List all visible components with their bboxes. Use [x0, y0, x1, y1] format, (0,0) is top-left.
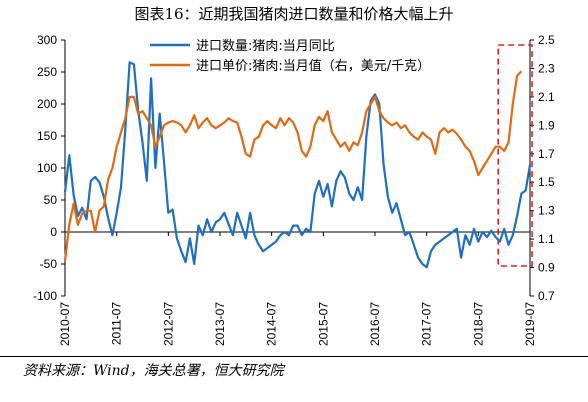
right-tick-label: 2.3 [538, 61, 555, 75]
right-tick-label: 2.5 [538, 33, 555, 47]
right-tick-label: 1.7 [538, 147, 555, 161]
volume-series-line [63, 61, 532, 269]
x-tick-label: 2013-07 [213, 302, 227, 346]
left-tick-label: 0 [50, 225, 57, 239]
left-tick-label: -50 [40, 257, 58, 271]
x-tick-label: 2016-07 [368, 302, 382, 346]
left-tick-label: -100 [33, 289, 57, 303]
right-tick-label: 1.1 [538, 232, 555, 246]
x-tick-label: 2014-07 [265, 302, 279, 346]
x-tick-label: 2011-07 [110, 302, 124, 345]
right-tick-label: 2.1 [538, 90, 555, 104]
legend-volume-label: 进口数量:猪肉:当月同比 [196, 39, 335, 54]
left-tick-label: 250 [37, 65, 57, 79]
x-tick-label: 2018-07 [471, 302, 485, 346]
right-tick-label: 0.9 [538, 261, 555, 275]
price-series-line [63, 70, 523, 261]
chart-lines [63, 61, 532, 269]
chart-title: 图表16：近期我国猪肉进口数量和价格大幅上升 [134, 5, 454, 23]
line-chart: 300 250 200 150 100 50 0 -50 -100 2.5 2.3 2.1 1.9 1.7… [33, 33, 555, 346]
highlight-box [497, 44, 533, 267]
x-tick-label: 2012-07 [161, 302, 175, 346]
highlight-rectangle [497, 44, 533, 267]
chart-axes: 300 250 200 150 100 50 0 -50 -100 2.5 2.3 2.1 1.9 1.7… [33, 33, 555, 346]
legend-price-label: 进口单价:猪肉:当月值（右，美元/千克） [196, 58, 430, 74]
source-divider [0, 356, 588, 357]
left-tick-label: 150 [37, 129, 57, 143]
x-tick-label: 2015-07 [316, 302, 330, 346]
right-tick-label: 1.9 [538, 118, 555, 132]
x-tick-label: 2010-07 [58, 302, 72, 346]
x-tick-label: 2017-07 [420, 302, 434, 346]
left-tick-label: 300 [37, 33, 57, 47]
left-tick-label: 50 [44, 193, 58, 207]
right-tick-label: 1.5 [538, 175, 555, 189]
right-tick-label: 1.3 [538, 204, 555, 218]
x-tick-label: 2019-07 [523, 302, 537, 346]
left-tick-label: 200 [37, 97, 57, 111]
left-tick-label: 100 [37, 161, 57, 175]
source-note: 资料来源：Wind，海关总署，恒大研究院 [23, 363, 284, 379]
right-tick-label: 0.7 [538, 289, 555, 303]
